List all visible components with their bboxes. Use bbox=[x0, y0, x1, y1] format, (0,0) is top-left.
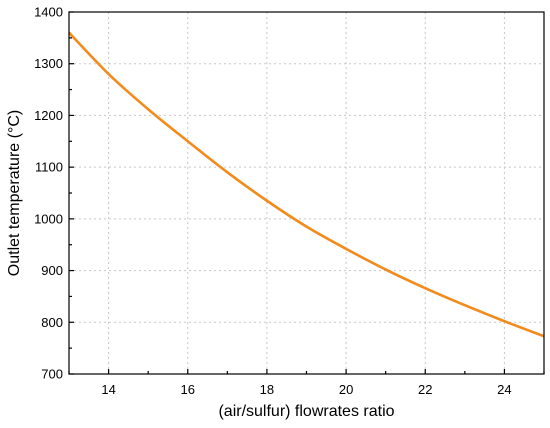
plot-frame bbox=[68, 11, 545, 375]
x-tick-label: 24 bbox=[497, 382, 511, 397]
y-tick-label: 1300 bbox=[34, 56, 63, 71]
series-layer bbox=[68, 31, 545, 338]
x-tick-label: 22 bbox=[418, 382, 432, 397]
y-tick-label: 1000 bbox=[34, 211, 63, 226]
y-tick-label: 1100 bbox=[35, 160, 63, 175]
x-tick-label: 20 bbox=[339, 382, 353, 397]
y-tick-label: 1400 bbox=[34, 5, 63, 20]
series-line bbox=[68, 31, 545, 338]
y-axis-label: Outlet temperature (°C) bbox=[6, 110, 23, 276]
x-tick-label: 14 bbox=[101, 382, 115, 397]
y-tick-label: 700 bbox=[41, 367, 63, 382]
grid-lines bbox=[69, 12, 544, 374]
x-tick-label: 18 bbox=[260, 382, 274, 397]
axis-ticks: 700 800 900 1000 1100 1200 1300 1400 14 16 18 20 22 2… bbox=[34, 5, 545, 397]
y-tick-label: 800 bbox=[41, 315, 63, 330]
y-tick-label: 900 bbox=[41, 263, 63, 278]
x-axis-label: (air/sulfur) flowrates ratio bbox=[218, 403, 394, 420]
x-tick-label: 16 bbox=[181, 382, 195, 397]
y-tick-label: 1200 bbox=[34, 108, 63, 123]
